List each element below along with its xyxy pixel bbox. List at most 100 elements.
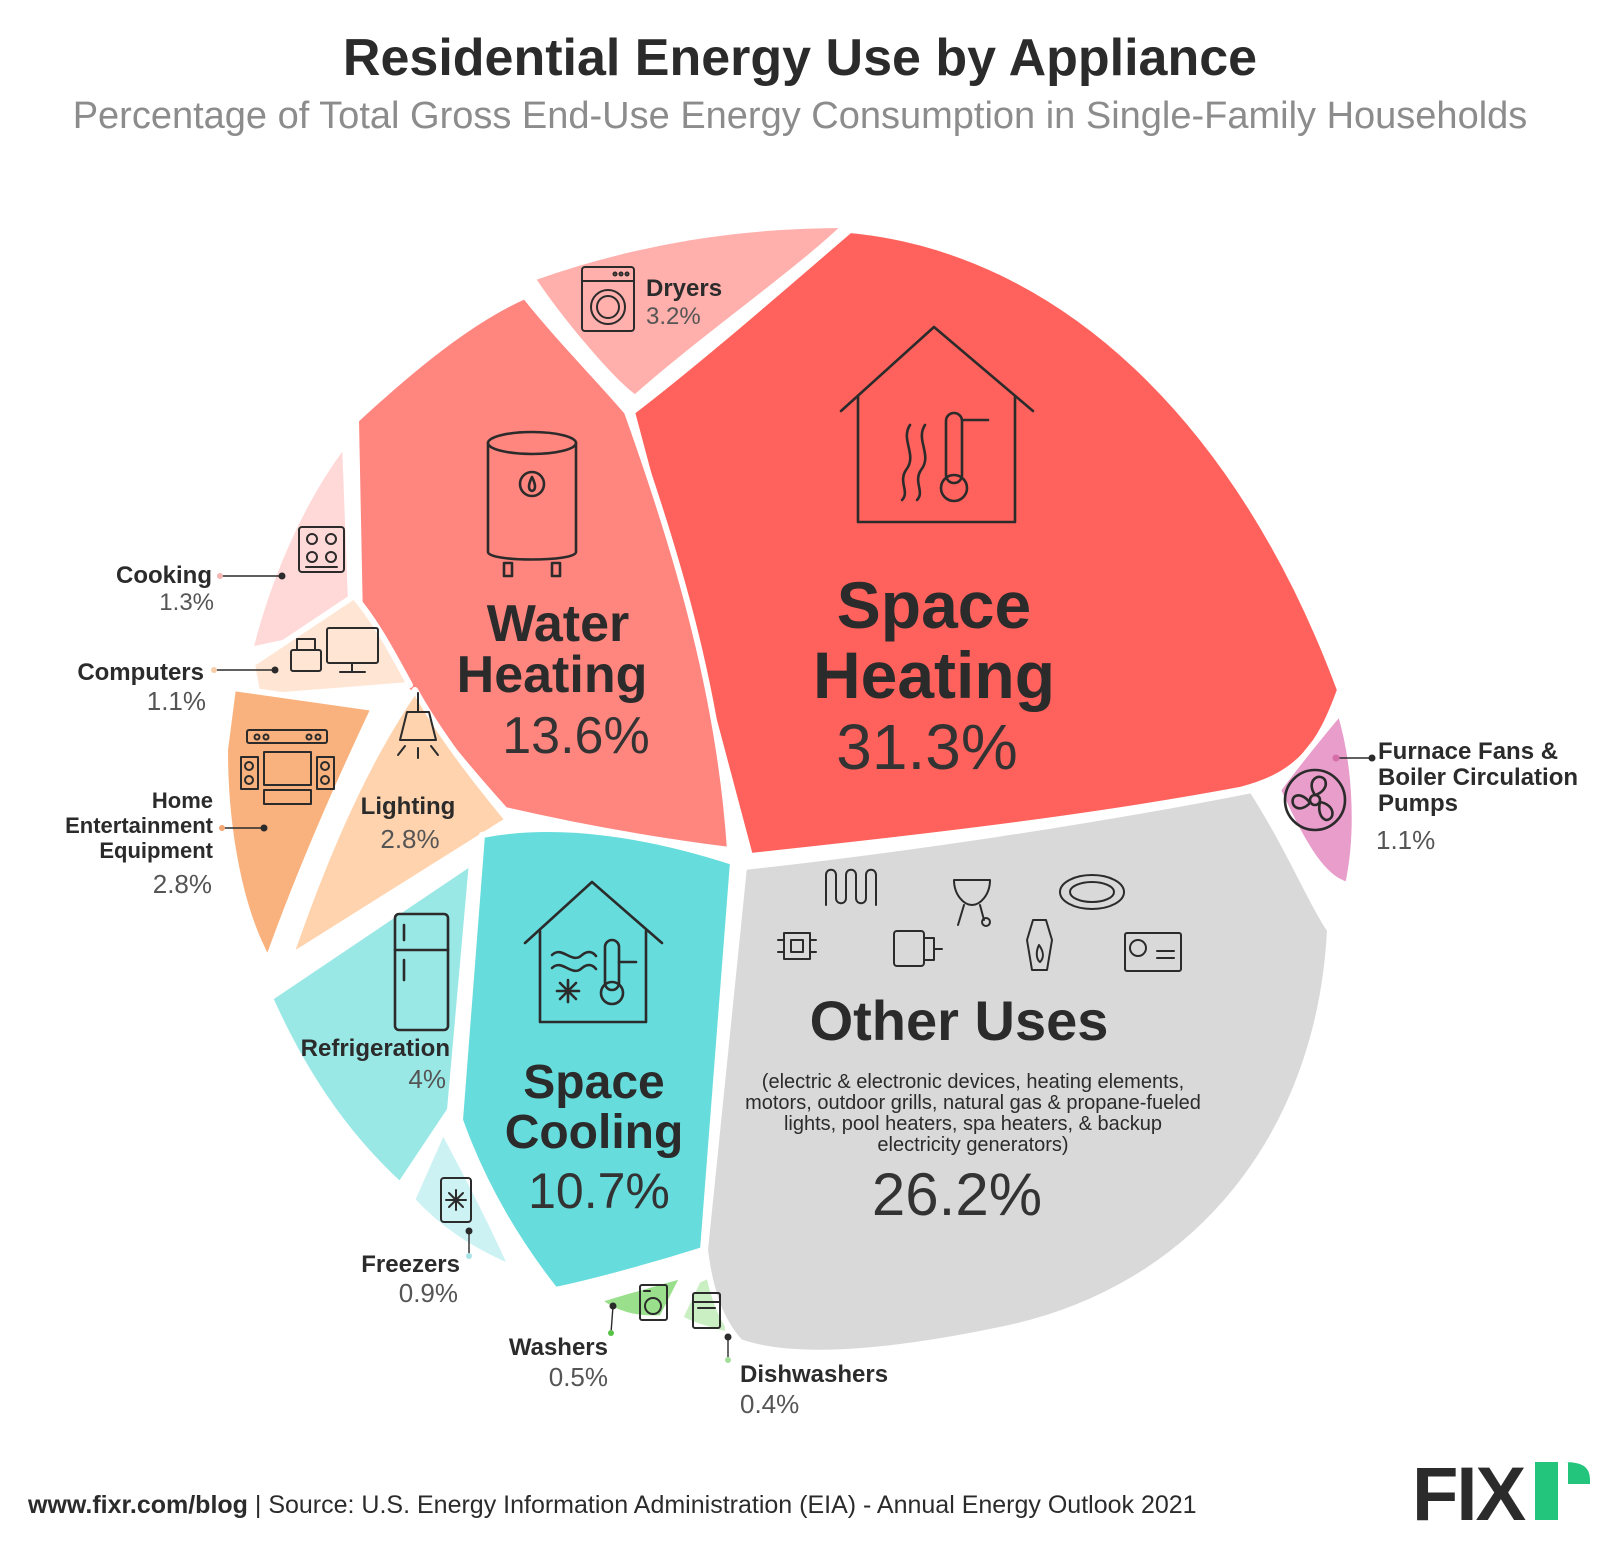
lamp-icon: [397, 692, 439, 759]
home-entertainment-label-1: Home: [152, 788, 213, 813]
misc-devices-icon: [777, 868, 1182, 972]
slices: [222, 222, 1358, 1356]
pool-icon: [1059, 874, 1125, 910]
freezers-label: Freezers: [361, 1251, 460, 1278]
house-heat-icon: [839, 325, 1035, 524]
home-entertainment-label-2: Entertainment: [65, 813, 214, 838]
space-cooling-label-2: Cooling: [505, 1106, 684, 1159]
entertainment-icon: [240, 729, 335, 805]
slice-home-entertainment[interactable]: [222, 685, 377, 963]
logo-text: FIX: [1412, 1452, 1527, 1537]
label-lighting: Lighting 2.8%: [361, 793, 456, 854]
chart-subtitle: Percentage of Total Gross End-Use Energy…: [73, 95, 1528, 137]
other-uses-desc-4: electricity generators): [877, 1134, 1068, 1156]
label-other-uses: Other Uses (electric & electronic device…: [745, 989, 1201, 1228]
computers-label: Computers: [77, 659, 204, 686]
house-cool-icon: [523, 880, 664, 1024]
label-computers: Computers 1.1%: [77, 659, 279, 716]
refrigerator-icon: [393, 912, 450, 1032]
label-cooking: Cooking 1.3%: [116, 562, 286, 616]
space-cooling-label-1: Space: [523, 1056, 664, 1109]
chart-title: Residential Energy Use by Appliance: [343, 29, 1257, 87]
slice-dryers[interactable]: [529, 222, 849, 401]
lighting-value: 2.8%: [380, 824, 439, 854]
home-entertainment-value: 2.8%: [153, 869, 212, 899]
footer-separator: |: [248, 1491, 268, 1519]
label-water-heating: Water Heating 13.6%: [457, 595, 650, 765]
slice-space-heating[interactable]: [629, 227, 1343, 859]
furnace-fans-label-3: Pumps: [1378, 790, 1458, 817]
entertainment-dot-outer: [219, 825, 225, 831]
slice-lighting[interactable]: [287, 687, 511, 960]
lantern-icon: [1026, 919, 1053, 971]
computers-dot-outer: [211, 667, 217, 673]
label-dishwashers: Dishwashers 0.4%: [724, 1333, 888, 1419]
computers-value: 1.1%: [147, 686, 206, 716]
freezer-icon: [440, 1177, 472, 1223]
slice-computers[interactable]: [249, 593, 413, 700]
water-heating-value: 13.6%: [502, 707, 649, 765]
stove-icon: [298, 526, 345, 573]
cooking-label: Cooking: [116, 562, 212, 589]
label-washers: Washers 0.5%: [509, 1302, 617, 1392]
space-heating-label-1: Space: [837, 568, 1031, 642]
footer: www.fixr.com/blog | Source: U.S. Energy …: [27, 1491, 1197, 1519]
slice-space-cooling[interactable]: [457, 826, 736, 1293]
other-uses-value: 26.2%: [872, 1161, 1042, 1228]
motor-icon: [893, 930, 943, 967]
other-uses-desc-3: lights, pool heaters, spa heaters, & bac…: [784, 1113, 1162, 1135]
dishwashers-value: 0.4%: [740, 1389, 799, 1419]
slice-refrigeration[interactable]: [267, 859, 475, 1188]
lighting-label: Lighting: [361, 793, 456, 820]
cooking-dot-outer: [217, 573, 223, 579]
label-refrigeration: Refrigeration 4%: [301, 1035, 450, 1094]
home-entertainment-label-3: Equipment: [99, 838, 213, 863]
dryers-value: 3.2%: [646, 303, 701, 330]
water-heater-icon: [486, 430, 578, 578]
slice-other-uses[interactable]: [702, 787, 1333, 1356]
fan-icon: [1283, 768, 1347, 832]
dishwashers-dot-outer: [725, 1357, 731, 1363]
other-uses-desc-1: (electric & electronic devices, heating …: [762, 1071, 1184, 1093]
freezers-dot-outer: [466, 1253, 472, 1259]
slice-cooking[interactable]: [247, 440, 355, 653]
label-space-cooling: Space Cooling 10.7%: [505, 1056, 684, 1219]
furnace-fans-label-1: Furnace Fans &: [1378, 738, 1558, 765]
space-heating-value: 31.3%: [836, 711, 1017, 783]
label-freezers: Freezers 0.9%: [361, 1227, 473, 1308]
heating-element-icon: [825, 868, 877, 906]
washers-label: Washers: [509, 1334, 608, 1361]
freezers-value: 0.9%: [399, 1278, 458, 1308]
fixr-logo: FIX: [1412, 1452, 1590, 1537]
footer-source: Source: U.S. Energy Information Administ…: [268, 1491, 1196, 1519]
label-furnace-fans: Furnace Fans & Boiler Circulation Pumps …: [1332, 738, 1578, 855]
furnace-fans-value: 1.1%: [1376, 825, 1435, 855]
computer-icon: [290, 627, 379, 673]
label-dryers: Dryers 3.2%: [646, 275, 722, 330]
grill-icon: [953, 879, 991, 927]
other-uses-desc-2: motors, outdoor grills, natural gas & pr…: [745, 1092, 1201, 1114]
refrigeration-value: 4%: [408, 1064, 446, 1094]
chip-icon: [777, 932, 817, 960]
space-heating-label-2: Heating: [813, 638, 1055, 712]
label-space-heating: Space Heating 31.3%: [813, 568, 1055, 783]
svg-text:www.fixr.com/blog | Source: U.: www.fixr.com/blog | Source: U.S. Energy …: [27, 1491, 1197, 1519]
cooking-value: 1.3%: [159, 589, 214, 616]
washers-value: 0.5%: [549, 1362, 608, 1392]
space-cooling-value: 10.7%: [528, 1163, 670, 1219]
logo-r-mark: [1535, 1462, 1590, 1520]
label-home-entertainment: Home Entertainment Equipment 2.8%: [65, 788, 268, 899]
generator-icon: [1124, 932, 1182, 972]
other-uses-label: Other Uses: [810, 989, 1109, 1052]
washers-dot-outer: [608, 1330, 614, 1336]
footer-site-link[interactable]: www.fixr.com/blog: [27, 1491, 248, 1519]
dishwasher-icon: [692, 1292, 721, 1329]
refrigeration-label: Refrigeration: [301, 1035, 450, 1062]
furnace-fans-label-2: Boiler Circulation: [1378, 764, 1578, 791]
water-heating-label-1: Water: [487, 595, 630, 653]
washer-icon: [639, 1284, 668, 1321]
fans-dot-outer: [1332, 754, 1340, 762]
dryer-icon: [581, 266, 635, 332]
water-heating-label-2: Heating: [457, 646, 648, 704]
